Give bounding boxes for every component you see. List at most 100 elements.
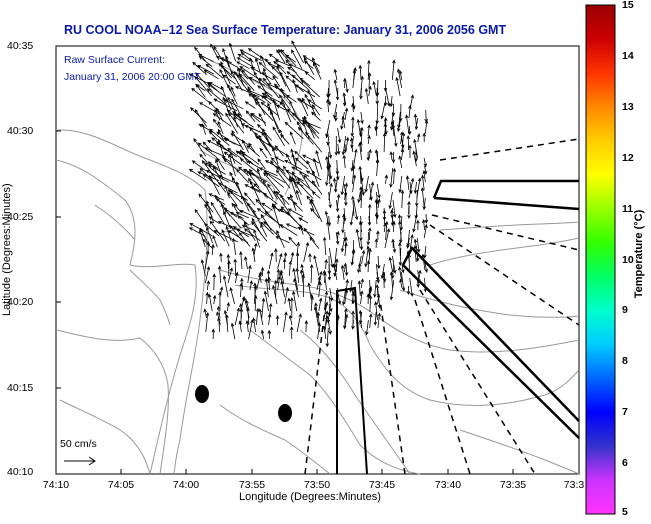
current-vector bbox=[291, 112, 305, 127]
current-vector bbox=[374, 301, 378, 321]
current-vector bbox=[199, 153, 208, 163]
current-vector bbox=[285, 153, 292, 165]
current-vector bbox=[238, 67, 249, 80]
current-vector bbox=[205, 170, 230, 183]
current-vector bbox=[261, 297, 266, 319]
current-vector bbox=[367, 124, 371, 137]
current-vector bbox=[345, 79, 349, 94]
current-vector bbox=[275, 104, 286, 111]
current-vector bbox=[204, 223, 220, 237]
current-vector bbox=[366, 231, 370, 246]
current-vector bbox=[422, 197, 427, 211]
current-vector bbox=[377, 312, 382, 329]
current-vector bbox=[233, 113, 254, 128]
current-vector bbox=[368, 203, 372, 225]
current-vector bbox=[389, 279, 395, 301]
current-vector bbox=[274, 156, 285, 163]
current-vector bbox=[224, 138, 242, 147]
current-vector bbox=[258, 112, 267, 127]
current-vector bbox=[254, 132, 268, 151]
current-vector bbox=[327, 303, 332, 317]
current-vector bbox=[225, 55, 233, 74]
current-vector bbox=[309, 236, 320, 250]
current-vector bbox=[313, 306, 319, 326]
current-vector bbox=[280, 280, 285, 298]
current-vector bbox=[217, 120, 224, 135]
current-vector bbox=[205, 311, 210, 333]
current-vector bbox=[416, 177, 422, 199]
current-vector bbox=[251, 221, 268, 242]
current-vector bbox=[384, 228, 391, 249]
current-vector bbox=[199, 167, 213, 182]
current-vector bbox=[311, 111, 321, 121]
current-vector bbox=[232, 237, 237, 256]
current-vector bbox=[208, 164, 226, 175]
current-vector bbox=[276, 166, 291, 183]
current-vector bbox=[391, 151, 396, 164]
channel-outlines bbox=[304, 138, 580, 475]
current-vector bbox=[343, 77, 347, 89]
current-vector bbox=[227, 230, 249, 244]
current-vector bbox=[334, 136, 339, 156]
current-vector bbox=[278, 49, 291, 63]
current-vector bbox=[216, 305, 221, 319]
current-vector bbox=[358, 142, 362, 161]
current-vector bbox=[238, 232, 251, 247]
current-vector bbox=[360, 126, 364, 145]
current-vector bbox=[258, 77, 273, 91]
current-vector bbox=[323, 301, 329, 319]
current-vector bbox=[416, 219, 420, 230]
current-vector bbox=[344, 182, 349, 201]
current-vector bbox=[374, 212, 379, 225]
current-vector bbox=[343, 262, 347, 273]
current-vector bbox=[258, 167, 278, 177]
current-vector bbox=[311, 191, 321, 199]
current-vector bbox=[423, 223, 428, 239]
current-vector bbox=[397, 68, 403, 89]
current-vector bbox=[299, 98, 309, 117]
current-vector bbox=[227, 147, 242, 159]
current-vector bbox=[353, 199, 359, 221]
current-vector bbox=[272, 147, 279, 165]
current-vector bbox=[292, 201, 303, 212]
current-vector bbox=[395, 76, 401, 97]
current-vector bbox=[285, 59, 302, 81]
current-vector bbox=[325, 155, 329, 177]
current-vector bbox=[194, 108, 207, 127]
current-vector bbox=[208, 130, 218, 141]
current-vector bbox=[422, 169, 427, 183]
current-vector bbox=[229, 171, 242, 195]
current-vector bbox=[388, 191, 393, 210]
current-vector bbox=[327, 95, 332, 106]
current-vector bbox=[188, 168, 207, 181]
current-vector bbox=[278, 94, 290, 110]
current-vector bbox=[211, 137, 224, 147]
current-vector bbox=[195, 83, 206, 98]
current-vector bbox=[416, 133, 421, 143]
current-vector bbox=[222, 275, 229, 298]
current-vector bbox=[246, 169, 260, 188]
current-vector bbox=[238, 166, 249, 177]
current-vector bbox=[299, 224, 304, 235]
current-vector bbox=[365, 319, 369, 336]
current-vector bbox=[302, 120, 320, 139]
current-vector bbox=[256, 270, 263, 291]
current-vector bbox=[400, 271, 406, 292]
colorbar-tick-label: 8 bbox=[622, 355, 628, 367]
current-vector bbox=[284, 121, 304, 140]
current-vector bbox=[349, 279, 353, 293]
current-vector bbox=[253, 242, 258, 256]
current-vector bbox=[207, 83, 227, 98]
current-vector bbox=[239, 282, 243, 298]
current-vector bbox=[212, 273, 216, 291]
current-vector bbox=[194, 75, 213, 97]
current-vector bbox=[241, 139, 249, 153]
current-vector bbox=[344, 242, 348, 257]
current-vector bbox=[392, 167, 397, 185]
current-vector bbox=[229, 224, 243, 242]
current-vector bbox=[300, 263, 305, 277]
colorbar-tick-label: 12 bbox=[622, 152, 634, 164]
x-tick-label: 73:50 bbox=[303, 479, 331, 491]
current-vector bbox=[237, 112, 244, 129]
current-vector bbox=[351, 310, 355, 329]
